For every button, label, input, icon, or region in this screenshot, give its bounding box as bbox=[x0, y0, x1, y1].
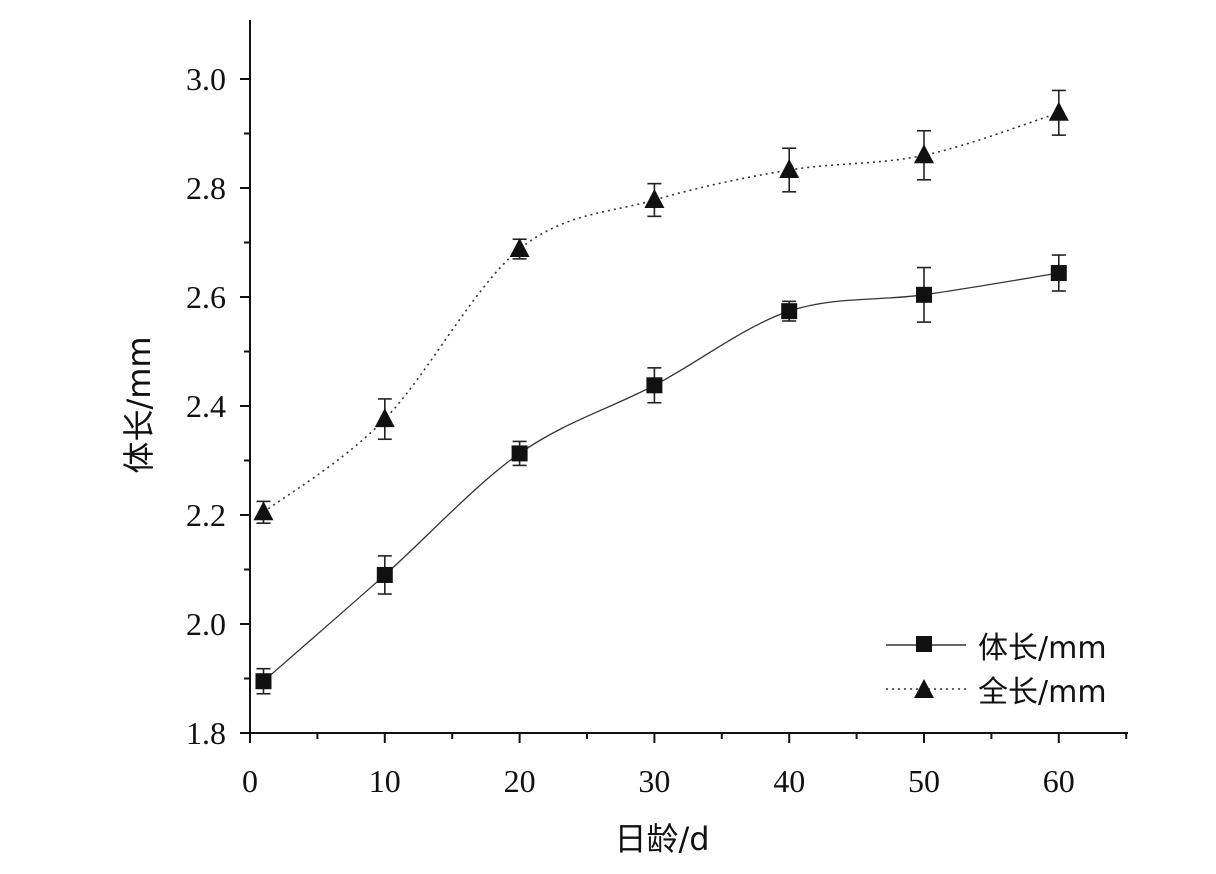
data-point-triangle bbox=[644, 188, 665, 208]
y-tick-label: 2.8 bbox=[186, 170, 226, 206]
y-tick-label: 2.2 bbox=[186, 497, 226, 533]
legend-marker-body-length bbox=[916, 636, 932, 652]
y-tick-label: 3.0 bbox=[186, 61, 226, 97]
legend-label-total-length: 全长/mm bbox=[978, 675, 1107, 710]
x-tick-label: 0 bbox=[242, 763, 258, 799]
y-tick-label: 2.6 bbox=[186, 279, 226, 315]
y-tick-label: 1.8 bbox=[186, 715, 226, 751]
data-point-square bbox=[916, 286, 932, 303]
series-lines bbox=[262, 112, 1060, 682]
data-point-square bbox=[376, 566, 393, 583]
data-point-square bbox=[781, 303, 798, 320]
x-tick-label: 40 bbox=[773, 763, 805, 799]
y-axis-title: 体长/mm bbox=[120, 336, 158, 473]
x-tick-label: 60 bbox=[1043, 763, 1075, 799]
data-point-square bbox=[1050, 265, 1067, 282]
data-point-square bbox=[255, 673, 272, 690]
axes bbox=[249, 20, 1128, 734]
y-tick-label: 2.4 bbox=[186, 388, 226, 424]
data-point-triangle bbox=[914, 144, 934, 164]
y-tick-label: 2.0 bbox=[186, 606, 226, 642]
data-point-triangle bbox=[374, 408, 395, 428]
x-tick-label: 20 bbox=[504, 763, 536, 799]
data-point-square bbox=[511, 445, 528, 462]
data-point-triangle bbox=[1048, 101, 1069, 121]
data-point-square bbox=[646, 377, 663, 394]
markers bbox=[253, 101, 1069, 690]
x-tick-label: 10 bbox=[369, 763, 401, 799]
x-axis-title: 日龄/d bbox=[614, 820, 709, 858]
x-tick-label: 50 bbox=[908, 763, 940, 799]
data-point-triangle bbox=[779, 159, 800, 179]
data-point-triangle bbox=[253, 501, 274, 521]
legend-label-body-length: 体长/mm bbox=[978, 631, 1107, 666]
legend: 体长/mm 全长/mm bbox=[886, 631, 1107, 710]
series-line-body-length bbox=[263, 272, 1059, 682]
legend-marker-total-length bbox=[914, 679, 934, 698]
series-line-total-length bbox=[262, 112, 1060, 513]
data-point-triangle bbox=[509, 238, 530, 258]
ticks: 0 10 20 30 40 50 60 1.8 2.0 2.2 2.4 2.6 2.8 3.0 bbox=[186, 61, 1128, 799]
x-tick-label: 30 bbox=[638, 763, 670, 799]
